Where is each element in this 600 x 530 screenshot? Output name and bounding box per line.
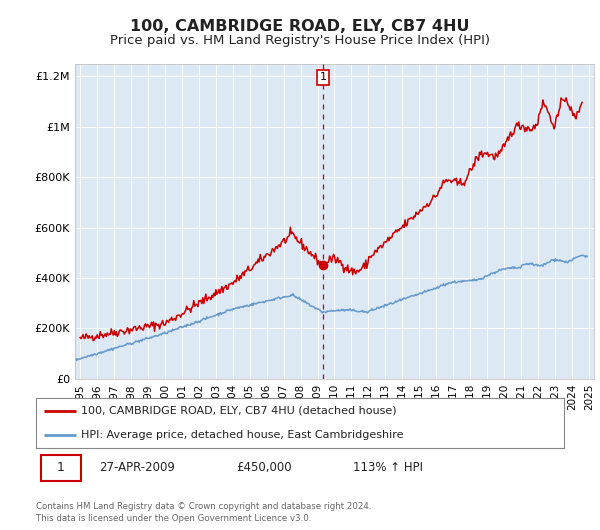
- FancyBboxPatch shape: [41, 455, 81, 481]
- Text: 1: 1: [57, 462, 65, 474]
- Text: 100, CAMBRIDGE ROAD, ELY, CB7 4HU: 100, CAMBRIDGE ROAD, ELY, CB7 4HU: [130, 19, 470, 33]
- Text: 100, CAMBRIDGE ROAD, ELY, CB7 4HU (detached house): 100, CAMBRIDGE ROAD, ELY, CB7 4HU (detac…: [81, 405, 397, 416]
- Text: 113% ↑ HPI: 113% ↑ HPI: [353, 462, 423, 474]
- Text: £450,000: £450,000: [236, 462, 292, 474]
- Text: This data is licensed under the Open Government Licence v3.0.: This data is licensed under the Open Gov…: [36, 514, 311, 523]
- Text: Contains HM Land Registry data © Crown copyright and database right 2024.: Contains HM Land Registry data © Crown c…: [36, 502, 371, 511]
- Text: 1: 1: [319, 73, 326, 83]
- Text: HPI: Average price, detached house, East Cambridgeshire: HPI: Average price, detached house, East…: [81, 430, 403, 440]
- Text: 27-APR-2009: 27-APR-2009: [100, 462, 175, 474]
- Text: Price paid vs. HM Land Registry's House Price Index (HPI): Price paid vs. HM Land Registry's House …: [110, 34, 490, 48]
